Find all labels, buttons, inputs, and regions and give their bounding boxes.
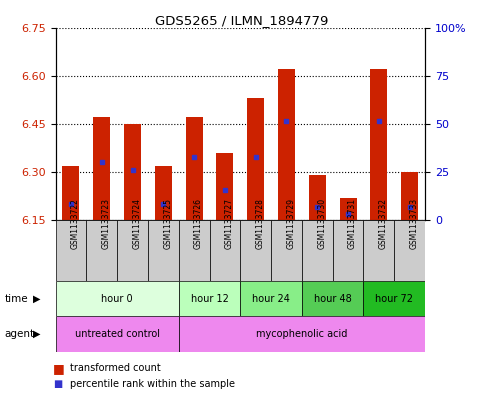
Text: GSM1133724: GSM1133724 (132, 198, 142, 249)
Text: GSM1133731: GSM1133731 (348, 198, 357, 249)
Text: GSM1133727: GSM1133727 (225, 198, 234, 249)
Text: GDS5265 / ILMN_1894779: GDS5265 / ILMN_1894779 (155, 14, 328, 27)
Bar (124, 124, 141, 220)
Bar (247, 98, 264, 220)
Text: untreated control: untreated control (75, 329, 159, 339)
Text: GSM1133730: GSM1133730 (317, 198, 327, 249)
Text: mycophenolic acid: mycophenolic acid (256, 329, 348, 339)
Text: GSM1133732: GSM1133732 (379, 198, 388, 249)
Text: hour 48: hour 48 (314, 294, 352, 304)
Text: hour 12: hour 12 (191, 294, 228, 304)
Bar (62, 165, 79, 220)
Text: ■: ■ (53, 379, 62, 389)
Text: hour 24: hour 24 (252, 294, 290, 304)
Bar (179, 316, 425, 352)
Bar (86, 220, 117, 281)
Bar (155, 165, 172, 220)
Bar (278, 69, 295, 220)
Text: GSM1133726: GSM1133726 (194, 198, 203, 249)
Bar (148, 220, 179, 281)
Bar (56, 281, 179, 316)
Text: agent: agent (5, 329, 35, 339)
Text: transformed count: transformed count (70, 363, 161, 373)
Text: percentile rank within the sample: percentile rank within the sample (70, 379, 235, 389)
Bar (210, 220, 240, 281)
Text: ■: ■ (53, 362, 65, 375)
Text: hour 0: hour 0 (101, 294, 133, 304)
Text: GSM1133729: GSM1133729 (286, 198, 296, 249)
Text: GSM1133725: GSM1133725 (163, 198, 172, 249)
Text: hour 72: hour 72 (375, 294, 413, 304)
Text: GSM1133723: GSM1133723 (102, 198, 111, 249)
Text: GSM1133728: GSM1133728 (256, 198, 265, 248)
Bar (56, 316, 179, 352)
Bar (309, 175, 326, 220)
Text: ▶: ▶ (32, 329, 40, 339)
Bar (302, 220, 333, 281)
Bar (179, 220, 210, 281)
Bar (240, 220, 271, 281)
Bar (333, 220, 364, 281)
Bar (340, 198, 356, 220)
Text: ▶: ▶ (32, 294, 40, 304)
Bar (364, 220, 394, 281)
Bar (216, 152, 233, 220)
Bar (179, 281, 240, 316)
Bar (302, 281, 364, 316)
Bar (271, 220, 302, 281)
Bar (93, 118, 110, 220)
Bar (364, 281, 425, 316)
Bar (401, 172, 418, 220)
Text: GSM1133722: GSM1133722 (71, 198, 80, 248)
Bar (240, 281, 302, 316)
Text: time: time (5, 294, 28, 304)
Bar (56, 220, 86, 281)
Bar (370, 69, 387, 220)
Bar (394, 220, 425, 281)
Text: GSM1133733: GSM1133733 (410, 198, 419, 249)
Bar (185, 118, 202, 220)
Bar (117, 220, 148, 281)
